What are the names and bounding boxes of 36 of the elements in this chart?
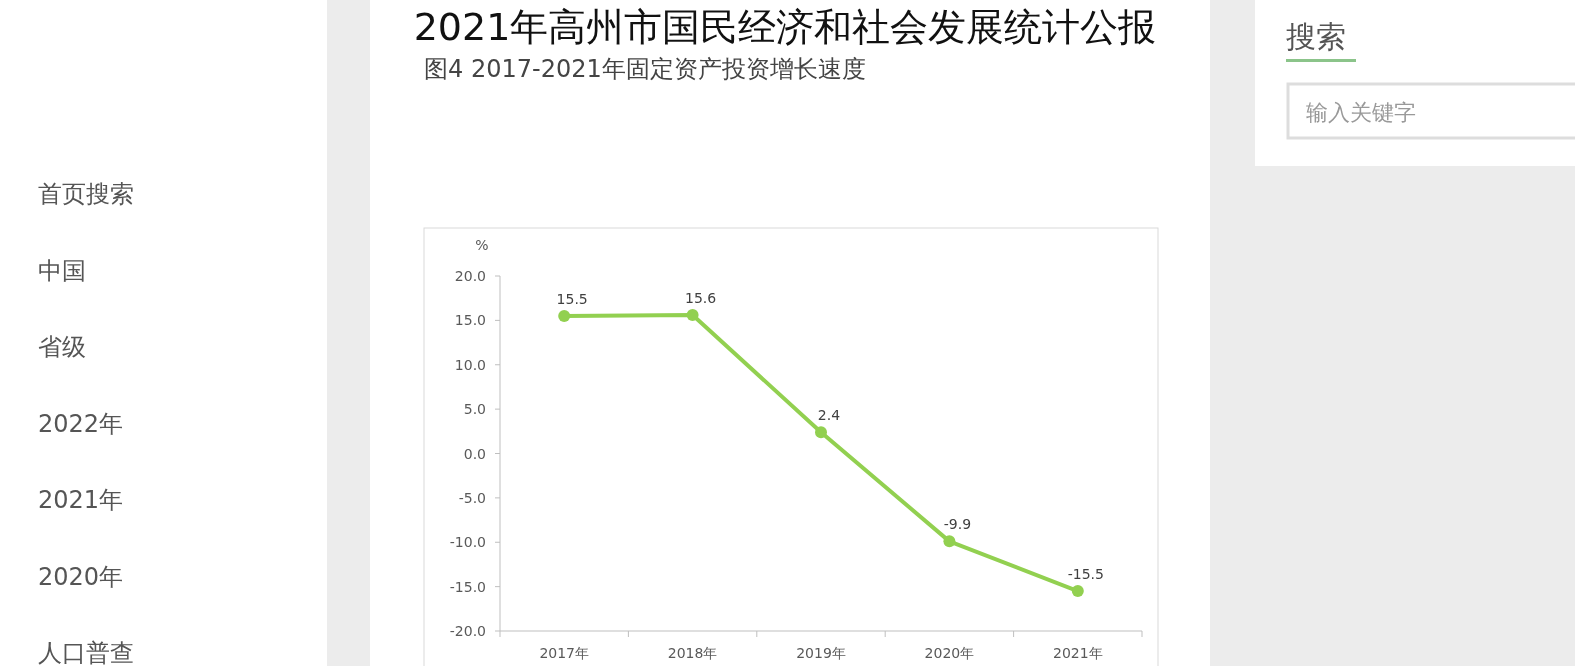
- chart-title: 2021年高州市国民经济和社会发展统计公报: [413, 5, 1157, 49]
- y-tick-label: 0.0: [463, 445, 486, 462]
- x-tick-label: 2019年: [796, 645, 846, 661]
- data-label: 15.5: [556, 290, 588, 307]
- y-tick-label: -20.0: [449, 623, 486, 639]
- x-tick-label: 2020年: [924, 645, 975, 661]
- point: [1071, 585, 1084, 598]
- data-label: 2.4: [817, 407, 841, 424]
- y-tick-label: -5.0: [458, 489, 486, 506]
- text: 2020年: [38, 562, 124, 591]
- x-tick-label: 2017年: [539, 645, 590, 661]
- text: 中国: [38, 256, 86, 285]
- text: 2021年: [38, 486, 124, 514]
- data-label: 15.6: [685, 290, 717, 307]
- point: [943, 535, 956, 548]
- text: 输入关键字: [1306, 100, 1416, 125]
- y-tick-label: 10.0: [454, 356, 486, 373]
- chart-subtitle: 图4 2017-2021年固定资产投资增长速度: [424, 55, 866, 83]
- x-tick-label: 2018年: [667, 645, 718, 661]
- text: 省级: [38, 333, 86, 361]
- y-tick-label: -15.0: [449, 578, 486, 595]
- y-axis-title: %: [475, 237, 489, 253]
- x-tick-label: 2021年: [1052, 645, 1103, 661]
- data-label: -15.5: [1067, 566, 1104, 583]
- text: 搜索: [1286, 19, 1346, 54]
- y-tick-label: 5.0: [463, 401, 486, 418]
- data-label: -9.9: [943, 516, 972, 533]
- point: [686, 309, 699, 322]
- text: 人口普查: [38, 639, 134, 666]
- point: [558, 309, 571, 322]
- text: 2022年: [38, 409, 124, 438]
- y-tick-label: -10.0: [449, 534, 486, 551]
- y-tick-label: 20.0: [454, 268, 486, 284]
- y-tick-label: 15.0: [454, 312, 486, 329]
- text: 首页搜索: [38, 180, 134, 208]
- point: [815, 426, 827, 439]
